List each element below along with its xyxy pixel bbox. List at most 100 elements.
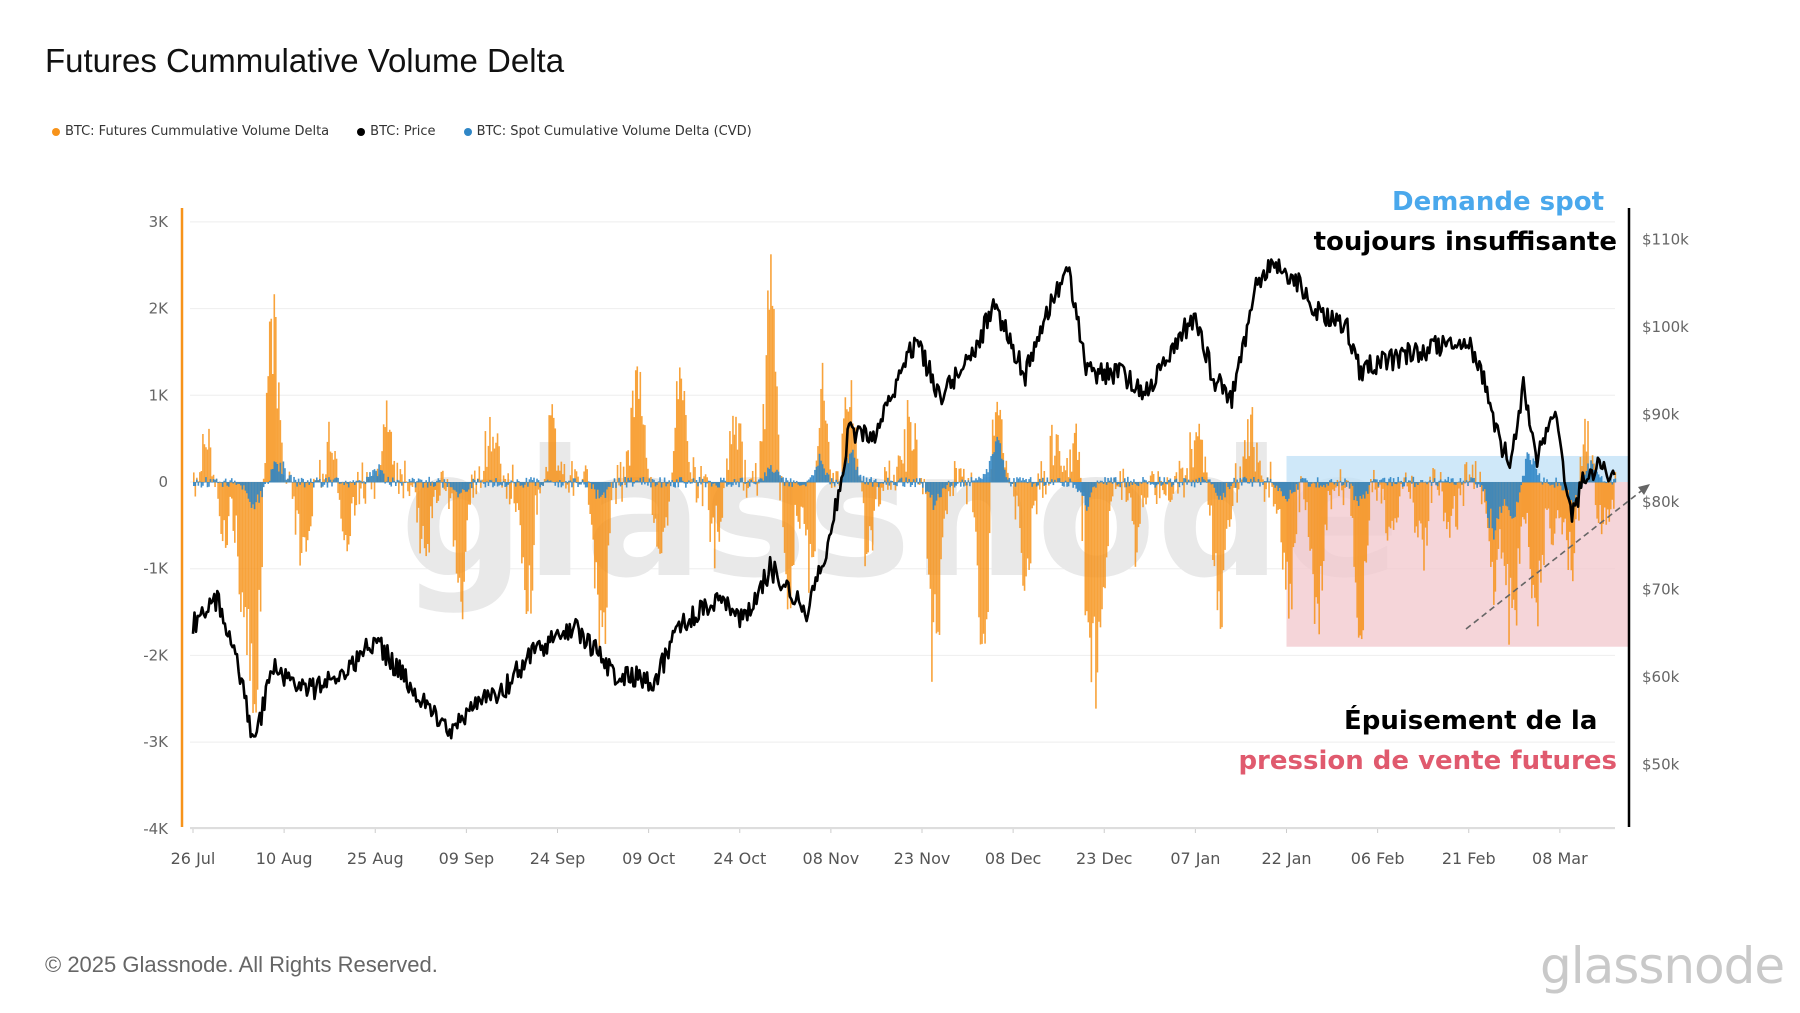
futures-cvd-bar <box>1362 482 1365 631</box>
futures-cvd-bar <box>835 471 838 483</box>
spot-cvd-bar <box>1057 478 1059 483</box>
futures-cvd-bar <box>1020 482 1023 553</box>
spot-cvd-bar <box>1028 479 1030 483</box>
futures-cvd-bar <box>723 482 725 489</box>
futures-cvd-bar <box>1455 482 1457 527</box>
futures-cvd-bar <box>275 316 277 483</box>
futures-cvd-bar <box>764 429 766 483</box>
futures-cvd-bar <box>838 482 841 486</box>
futures-cvd-bar <box>1207 482 1210 505</box>
spot-cvd-bar <box>762 480 765 483</box>
spot-cvd-bar <box>788 482 790 487</box>
futures-cvd-bar <box>937 482 939 632</box>
futures-cvd-bar <box>1312 482 1314 575</box>
futures-cvd-bar <box>1196 436 1199 483</box>
futures-cvd-bar <box>665 482 667 518</box>
futures-cvd-bar <box>536 482 538 515</box>
spot-cvd-bar <box>325 477 327 483</box>
futures-cvd-bar <box>770 254 772 483</box>
futures-cvd-bar <box>1512 482 1515 600</box>
futures-cvd-bar <box>1514 482 1516 611</box>
futures-cvd-bar <box>202 434 204 483</box>
spot-cvd-bar <box>314 480 317 483</box>
spot-cvd-bar <box>1297 482 1299 490</box>
futures-cvd-bar <box>1275 482 1278 514</box>
spot-cvd-bar <box>679 477 681 483</box>
futures-cvd-bar <box>1438 482 1440 496</box>
futures-cvd-bar <box>1272 482 1275 507</box>
spot-cvd-bar <box>1359 482 1361 497</box>
futures-cvd-bar <box>982 482 985 634</box>
futures-cvd-bar <box>826 423 828 483</box>
spot-cvd-bar <box>1295 482 1298 485</box>
spot-cvd-bar <box>1202 479 1205 483</box>
futures-cvd-bar <box>1430 482 1433 503</box>
spot-cvd-bar <box>644 482 646 485</box>
futures-cvd-bar <box>1099 482 1102 628</box>
spot-cvd-bar <box>1435 482 1437 485</box>
spot-cvd-bar <box>1535 468 1538 483</box>
spot-cvd-bar <box>704 482 707 488</box>
futures-cvd-bar <box>1081 482 1084 542</box>
spot-cvd-bar <box>615 482 617 488</box>
spot-cvd-bar <box>1289 482 1292 490</box>
futures-cvd-bar <box>786 482 789 610</box>
futures-cvd-bar <box>417 482 420 508</box>
futures-cvd-bar <box>1395 482 1398 523</box>
spot-cvd-bar <box>931 482 933 495</box>
futures-cvd-bar <box>193 472 195 483</box>
futures-cvd-bar <box>1262 479 1264 483</box>
futures-cvd-bar <box>1420 482 1422 524</box>
futures-cvd-bar <box>1534 482 1536 598</box>
spot-cvd-bar <box>882 482 885 484</box>
futures-cvd-bar <box>618 482 620 486</box>
spot-cvd-bar <box>514 482 517 487</box>
futures-cvd-bar <box>353 482 356 516</box>
spot-cvd-bar <box>953 482 956 488</box>
spot-cvd-bar <box>710 482 713 487</box>
legend-item-futures-cvd[interactable]: BTC: Futures Cummulative Volume Delta <box>52 124 329 139</box>
spot-cvd-bar <box>1242 477 1245 483</box>
futures-cvd-bar <box>1371 482 1374 493</box>
futures-cvd-bar <box>504 478 506 483</box>
spot-cvd-bar <box>334 478 336 483</box>
futures-cvd-bar <box>1453 482 1456 497</box>
futures-cvd-bar <box>1008 482 1011 484</box>
futures-cvd-bar <box>653 482 655 523</box>
futures-cvd-bar <box>583 471 585 483</box>
spot-cvd-bar <box>1254 481 1257 483</box>
legend-item-spot-cvd[interactable]: BTC: Spot Cumulative Volume Delta (CVD) <box>463 124 752 139</box>
spot-cvd-bar <box>1383 477 1386 483</box>
spot-cvd-bar <box>1054 479 1056 483</box>
futures-cvd-bar <box>1058 451 1061 483</box>
futures-cvd-bar <box>1202 472 1205 483</box>
spot-cvd-bar <box>1183 478 1185 483</box>
futures-cvd-bar <box>240 482 242 612</box>
futures-cvd-bar <box>472 482 475 498</box>
spot-cvd-bar <box>1011 482 1014 484</box>
spot-cvd-bar <box>1207 479 1210 483</box>
futures-cvd-bar <box>691 478 693 483</box>
spot-cvd-bar <box>955 482 958 486</box>
spot-cvd-bar <box>1043 482 1046 486</box>
spot-cvd-bar <box>820 460 822 483</box>
spot-cvd-bar <box>1000 458 1003 483</box>
futures-cvd-bar <box>545 466 547 483</box>
spot-cvd-bar <box>235 482 238 485</box>
legend-item-price[interactable]: BTC: Price <box>357 124 436 139</box>
futures-cvd-bar <box>624 482 626 486</box>
futures-cvd-bar <box>549 415 552 483</box>
futures-cvd-bar <box>268 321 271 483</box>
spot-cvd-bar <box>1143 479 1146 483</box>
spot-cvd-bar <box>361 482 364 484</box>
spot-cvd-bar <box>1558 482 1560 484</box>
futures-cvd-bar <box>729 431 731 483</box>
futures-cvd-bar <box>1166 477 1169 483</box>
annotation-spot-demand: Demande spot <box>1392 187 1605 217</box>
spot-cvd-bar <box>484 482 487 488</box>
futures-cvd-bar <box>712 482 715 518</box>
spot-cvd-bar <box>197 482 200 486</box>
spot-cvd-bar <box>1063 482 1065 487</box>
spot-cvd-bar <box>407 482 409 483</box>
spot-cvd-bar <box>1526 452 1529 483</box>
